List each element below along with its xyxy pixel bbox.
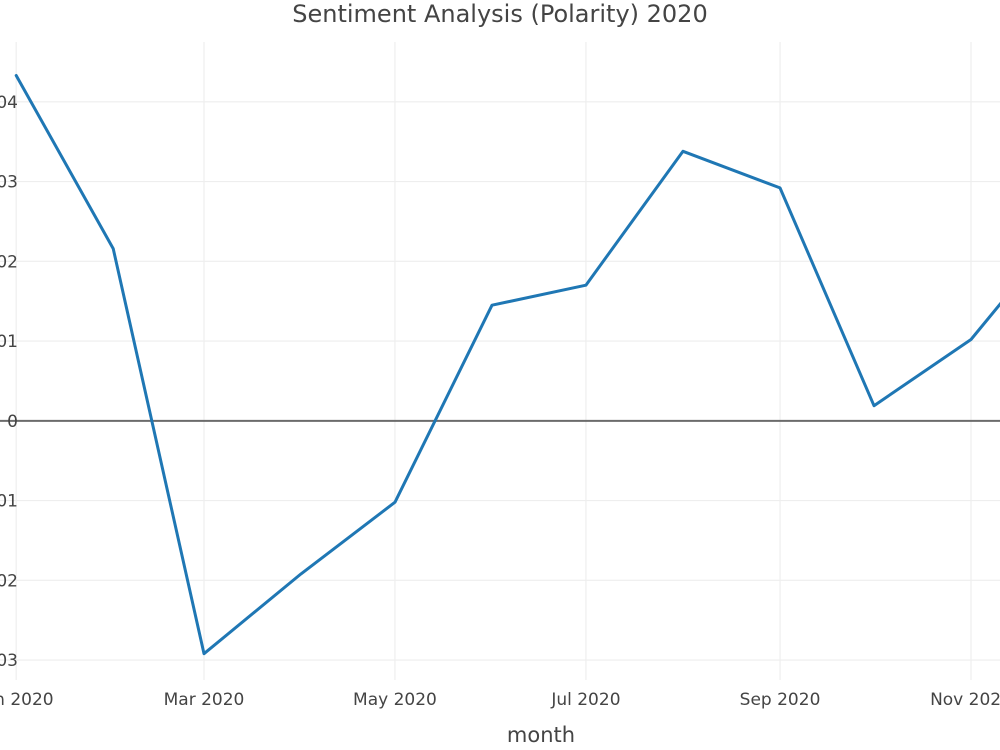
y-tick-label: 0.03 [0, 173, 18, 193]
y-tick-label: -0.01 [0, 492, 18, 512]
y-tick-label: 0.04 [0, 93, 18, 113]
y-tick-label: 0.01 [0, 332, 18, 352]
x-tick-label: May 2020 [353, 690, 437, 710]
y-tick-label: 0.02 [0, 252, 18, 272]
y-tick-label: -0.02 [0, 571, 18, 591]
y-tick-label: 0 [7, 412, 18, 432]
y-tick-labels: 0.04 0.03 0.02 0.01 0 -0.01 -0.02 -0.03 [0, 93, 18, 671]
x-tick-label: Jul 2020 [550, 690, 620, 710]
series-layer [14, 74, 1000, 656]
x-tick-label: Nov 2020 [930, 690, 1000, 710]
series-line [14, 74, 1000, 656]
x-tick-label: Mar 2020 [164, 690, 245, 710]
x-tick-label: Jan 2020 [0, 690, 54, 710]
x-tick-label: Sep 2020 [740, 690, 821, 710]
grid-layer [0, 42, 1000, 680]
chart-title: Sentiment Analysis (Polarity) 2020 [292, 0, 707, 28]
x-axis-title: month [507, 723, 575, 747]
y-tick-label: -0.03 [0, 651, 18, 671]
x-tick-labels: Jan 2020 Mar 2020 May 2020 Jul 2020 Sep 2020… [0, 690, 1000, 710]
